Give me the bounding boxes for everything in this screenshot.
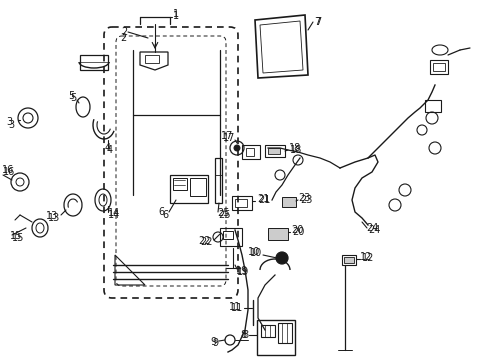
Text: 3: 3 <box>8 120 14 130</box>
Text: 10: 10 <box>250 248 262 258</box>
Text: 6: 6 <box>162 210 168 220</box>
Text: 2: 2 <box>120 33 126 43</box>
Bar <box>265 145 285 157</box>
Text: 17: 17 <box>222 133 235 143</box>
Text: 2: 2 <box>121 27 127 37</box>
Bar <box>232 196 252 210</box>
Text: 15: 15 <box>10 231 23 241</box>
Text: 13: 13 <box>46 211 58 221</box>
Text: 18: 18 <box>290 145 302 155</box>
Bar <box>344 257 354 263</box>
Text: 4: 4 <box>107 145 113 155</box>
Text: 5: 5 <box>68 91 74 101</box>
Bar <box>235 199 247 207</box>
Bar <box>268 148 280 154</box>
Text: 22: 22 <box>200 237 213 247</box>
Text: 8: 8 <box>242 330 248 340</box>
Text: 1: 1 <box>173 9 179 19</box>
Text: 13: 13 <box>48 213 60 223</box>
Bar <box>170 175 208 203</box>
Text: 8: 8 <box>240 330 246 340</box>
Bar <box>190 178 206 196</box>
Circle shape <box>276 252 288 264</box>
Text: 5: 5 <box>70 93 76 103</box>
Text: 11: 11 <box>231 303 243 313</box>
Text: 25: 25 <box>217 208 229 218</box>
Bar <box>268 228 288 240</box>
Bar <box>433 63 445 71</box>
Bar <box>145 55 159 63</box>
Text: 14: 14 <box>108 208 120 218</box>
Text: 11: 11 <box>229 302 241 312</box>
Text: 19: 19 <box>236 266 248 276</box>
Text: 9: 9 <box>212 338 218 348</box>
Bar <box>342 255 356 265</box>
Bar <box>282 197 296 207</box>
Bar <box>173 178 187 190</box>
Bar <box>246 148 254 156</box>
Text: 9: 9 <box>210 337 216 347</box>
Text: 19: 19 <box>237 267 249 277</box>
Text: 4: 4 <box>105 143 111 153</box>
Text: 23: 23 <box>300 195 313 205</box>
Bar <box>278 323 292 343</box>
Text: 14: 14 <box>108 210 120 220</box>
Text: 24: 24 <box>368 225 380 235</box>
Text: 17: 17 <box>220 131 233 141</box>
Text: 16: 16 <box>3 167 15 177</box>
Bar <box>425 100 441 112</box>
Bar <box>223 231 233 239</box>
Text: 7: 7 <box>315 17 321 27</box>
Text: 22: 22 <box>198 236 211 246</box>
Bar <box>220 228 242 246</box>
Text: 25: 25 <box>218 210 230 220</box>
Bar <box>215 158 222 203</box>
Text: 20: 20 <box>291 225 303 235</box>
Circle shape <box>234 145 240 151</box>
Text: 15: 15 <box>12 233 24 243</box>
Text: 3: 3 <box>6 117 12 127</box>
Bar <box>242 145 260 159</box>
Text: 7: 7 <box>314 17 320 27</box>
Text: 21: 21 <box>257 194 270 204</box>
Text: 24: 24 <box>366 223 378 233</box>
Text: 12: 12 <box>360 252 372 262</box>
Text: 6: 6 <box>158 207 164 217</box>
Text: 12: 12 <box>362 253 374 263</box>
Text: 21: 21 <box>258 195 270 205</box>
Bar <box>257 320 295 355</box>
Text: 1: 1 <box>173 11 179 21</box>
Text: 10: 10 <box>248 247 260 257</box>
Text: 18: 18 <box>289 143 301 153</box>
Text: 20: 20 <box>292 227 304 237</box>
Bar <box>261 325 275 337</box>
Text: 16: 16 <box>2 165 14 175</box>
Text: 23: 23 <box>298 193 310 203</box>
Bar <box>430 60 448 74</box>
